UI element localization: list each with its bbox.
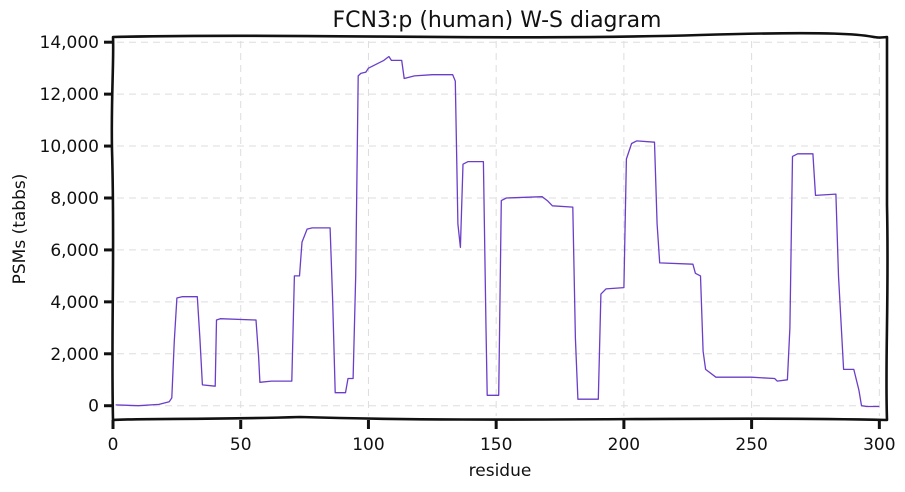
x-tick-label: 0 bbox=[108, 435, 119, 455]
x-tick-label: 50 bbox=[230, 435, 252, 455]
y-tick-label: 2,000 bbox=[50, 345, 99, 365]
y-axis-label: PSMs (tabbs) bbox=[10, 174, 30, 285]
x-tick-label: 100 bbox=[352, 435, 384, 455]
x-tick-label: 200 bbox=[608, 435, 640, 455]
y-tick-label: 12,000 bbox=[40, 85, 99, 105]
x-axis: 0 50 100 150 200 250 300 bbox=[108, 420, 896, 455]
gridlines bbox=[117, 41, 883, 416]
y-tick-label: 8,000 bbox=[50, 189, 99, 209]
y-tick-label: 14,000 bbox=[40, 33, 99, 53]
chart-title: FCN3:p (human) W-S diagram bbox=[333, 8, 662, 33]
y-tick-label: 0 bbox=[88, 397, 99, 417]
x-axis-label: residue bbox=[469, 461, 532, 481]
x-tick-label: 150 bbox=[480, 435, 512, 455]
plot-frame bbox=[110, 31, 889, 422]
data-series-line bbox=[115, 55, 880, 408]
y-tick-label: 10,000 bbox=[40, 137, 99, 157]
x-tick-label: 250 bbox=[735, 435, 767, 455]
y-tick-label: 6,000 bbox=[50, 241, 99, 261]
y-tick-label: 4,000 bbox=[50, 293, 99, 313]
x-tick-label: 300 bbox=[863, 435, 895, 455]
y-axis: 0 2,000 4,000 6,000 8,000 10,000 12,000 14,000 bbox=[40, 33, 113, 417]
